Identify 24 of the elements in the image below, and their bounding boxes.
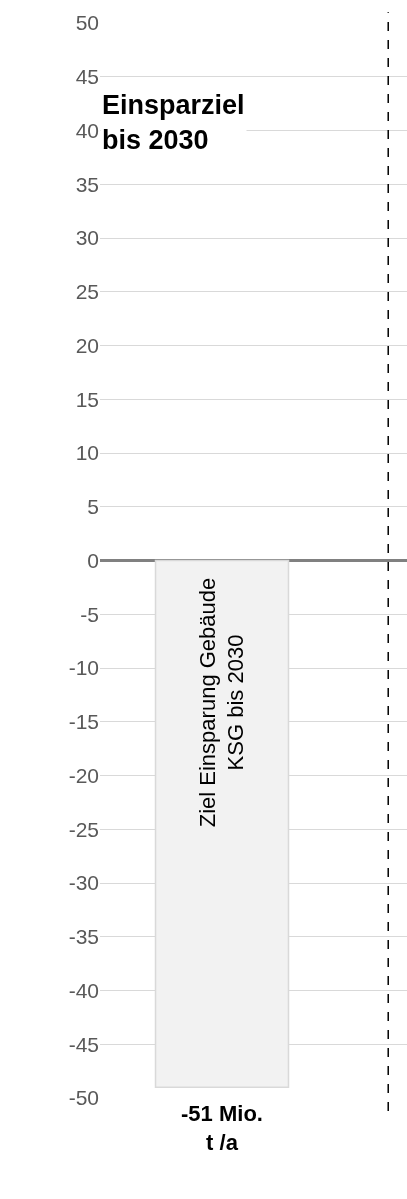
y-tick-label: -10: [68, 656, 99, 680]
y-tick-label: 10: [75, 441, 99, 465]
x-tick-label: -51 Mio. t /a: [181, 1101, 263, 1155]
y-tick-label: 50: [75, 11, 99, 35]
y-tick-label: 20: [75, 333, 99, 357]
y-tick-label: 15: [75, 387, 99, 411]
y-tick-label: 35: [75, 172, 99, 196]
y-tick-label: -5: [80, 602, 99, 626]
y-tick-label: 5: [87, 495, 99, 519]
y-tick-label: -50: [68, 1086, 99, 1110]
y-tick-label: 25: [75, 280, 99, 304]
annotation: Ziel Einsparung Gebäude KSG bis 2030: [194, 577, 249, 828]
y-tick-label: 30: [75, 226, 99, 250]
y-tick-label: -45: [68, 1032, 99, 1056]
y-tick-label: -25: [68, 817, 99, 841]
y-tick-label: 40: [75, 118, 99, 142]
y-tick-label: 45: [75, 65, 99, 89]
y-tick-label: -40: [68, 978, 99, 1002]
annotation: Einsparziel bis 2030: [102, 90, 245, 156]
y-tick-label: -35: [68, 925, 99, 949]
y-tick-label: -30: [68, 871, 99, 895]
y-tick-label: 0: [87, 548, 99, 572]
y-tick-label: -20: [68, 763, 99, 787]
y-tick-label: -15: [68, 710, 99, 734]
